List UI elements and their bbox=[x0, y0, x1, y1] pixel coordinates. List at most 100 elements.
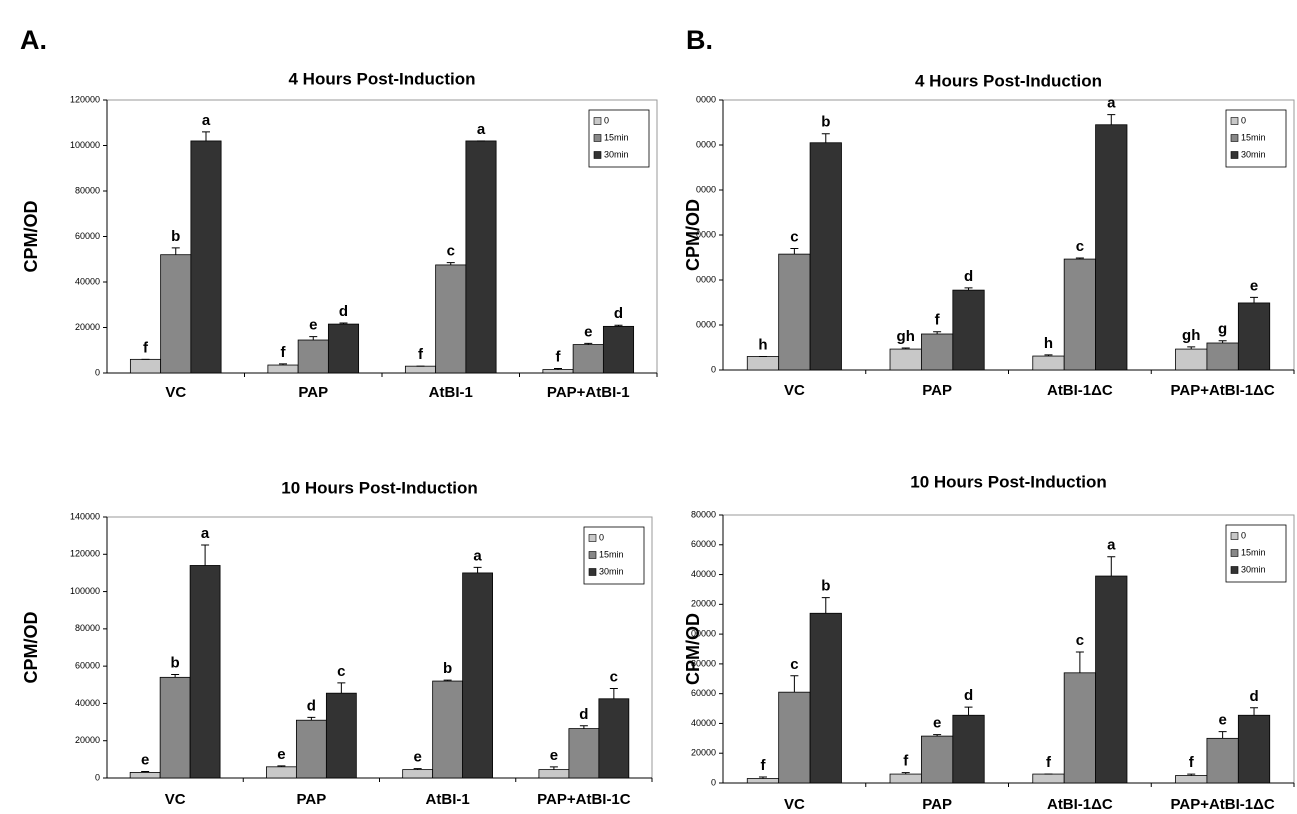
bar bbox=[542, 369, 574, 374]
legend-label: 0 bbox=[1241, 530, 1246, 540]
y-tick-label: 120000 bbox=[70, 94, 100, 104]
significance-letter: d bbox=[307, 697, 316, 714]
legend-swatch bbox=[1230, 151, 1239, 159]
significance-letter: d bbox=[614, 305, 623, 322]
legend-swatch bbox=[588, 534, 597, 542]
significance-letter: b bbox=[171, 228, 180, 245]
y-tick-label: 0 bbox=[711, 364, 716, 374]
error-bar bbox=[1218, 340, 1227, 343]
error-bar bbox=[549, 766, 558, 770]
significance-letter: d bbox=[579, 706, 588, 723]
significance-letter: f bbox=[556, 348, 562, 365]
error-bar bbox=[933, 331, 942, 334]
significance-letter: f bbox=[281, 344, 287, 361]
y-axis-label: CPM/OD bbox=[21, 200, 41, 272]
error-bar bbox=[821, 597, 830, 614]
significance-letter: d bbox=[1249, 688, 1258, 705]
y-tick-label: 60000 bbox=[691, 539, 716, 549]
significance-letter: c bbox=[790, 656, 798, 673]
error-bar bbox=[933, 734, 942, 737]
bar bbox=[778, 691, 811, 784]
y-tick-label: 80000 bbox=[75, 623, 100, 633]
bar bbox=[129, 772, 161, 779]
bar bbox=[297, 339, 329, 374]
significance-letter: f bbox=[1046, 754, 1052, 771]
bar bbox=[568, 728, 600, 779]
significance-letter: b bbox=[171, 655, 180, 672]
significance-letter: f bbox=[760, 757, 766, 774]
error-bar bbox=[584, 342, 593, 345]
x-tick-label: VC bbox=[784, 796, 805, 813]
error-bar bbox=[554, 367, 562, 370]
y-tick-label: 00000 bbox=[691, 628, 716, 638]
bar bbox=[327, 323, 360, 374]
panel-label: B. bbox=[686, 25, 713, 55]
y-axis-label: CPM/OD bbox=[683, 199, 703, 271]
significance-letter: e bbox=[550, 747, 558, 764]
error-bar bbox=[901, 347, 910, 350]
y-tick-label: 0000 bbox=[696, 94, 716, 104]
bar bbox=[572, 344, 604, 374]
y-tick-label: 120000 bbox=[70, 549, 100, 559]
significance-letter: e bbox=[933, 715, 941, 732]
bar bbox=[602, 325, 635, 374]
significance-letter: e bbox=[413, 749, 421, 766]
bar bbox=[267, 364, 299, 374]
bar bbox=[190, 140, 222, 374]
y-tick-label: 100000 bbox=[70, 586, 100, 596]
bar bbox=[889, 348, 922, 371]
x-tick-label: PAP+AtBI-1C bbox=[537, 791, 631, 808]
bar bbox=[462, 572, 493, 779]
chart-title: 4 Hours Post-Induction bbox=[289, 69, 476, 88]
error-bar bbox=[1250, 296, 1259, 303]
bar bbox=[746, 356, 780, 371]
x-tick-label: VC bbox=[165, 791, 186, 808]
bar bbox=[160, 254, 192, 374]
error-bar bbox=[1044, 354, 1053, 357]
significance-letter: a bbox=[201, 525, 210, 542]
bar bbox=[598, 698, 630, 779]
bar bbox=[1063, 258, 1096, 371]
bar bbox=[809, 142, 842, 371]
bar bbox=[1175, 348, 1208, 371]
error-bar bbox=[307, 716, 316, 721]
significance-letter: b bbox=[443, 660, 452, 677]
legend-swatch bbox=[1230, 549, 1239, 557]
legend-label: 0 bbox=[604, 115, 609, 125]
y-tick-label: 140000 bbox=[70, 511, 100, 521]
error-bar bbox=[964, 706, 973, 716]
legend-swatch bbox=[593, 134, 602, 142]
bar bbox=[435, 264, 467, 374]
x-tick-label: PAP bbox=[297, 791, 327, 808]
significance-letter: b bbox=[821, 114, 830, 131]
chart-title: 10 Hours Post-Induction bbox=[910, 472, 1106, 491]
bar bbox=[1032, 355, 1065, 371]
y-tick-label: 40000 bbox=[691, 718, 716, 728]
bar bbox=[325, 692, 357, 779]
error-bar bbox=[309, 336, 318, 341]
legend-swatch bbox=[588, 551, 597, 559]
x-tick-label: PAP bbox=[922, 382, 952, 399]
panel-label: A. bbox=[20, 25, 47, 55]
significance-letter: a bbox=[1107, 95, 1116, 112]
bar bbox=[402, 769, 434, 779]
error-bar bbox=[1187, 773, 1196, 776]
error-bar bbox=[1187, 346, 1196, 350]
bar bbox=[889, 773, 922, 784]
legend-label: 0 bbox=[599, 532, 604, 542]
x-tick-label: PAP bbox=[922, 796, 952, 813]
legend-label: 15min bbox=[1241, 132, 1266, 142]
bar bbox=[404, 365, 437, 374]
error-bar bbox=[1107, 556, 1116, 577]
bar bbox=[1095, 124, 1128, 371]
bar bbox=[746, 778, 780, 784]
y-tick-label: 20000 bbox=[691, 599, 716, 609]
bar bbox=[952, 289, 985, 371]
bar bbox=[778, 253, 811, 371]
legend-label: 15min bbox=[604, 132, 629, 142]
bar bbox=[921, 333, 954, 371]
significance-letter: c bbox=[610, 668, 618, 685]
significance-letter: d bbox=[964, 687, 973, 704]
y-tick-label: 0000 bbox=[696, 184, 716, 194]
